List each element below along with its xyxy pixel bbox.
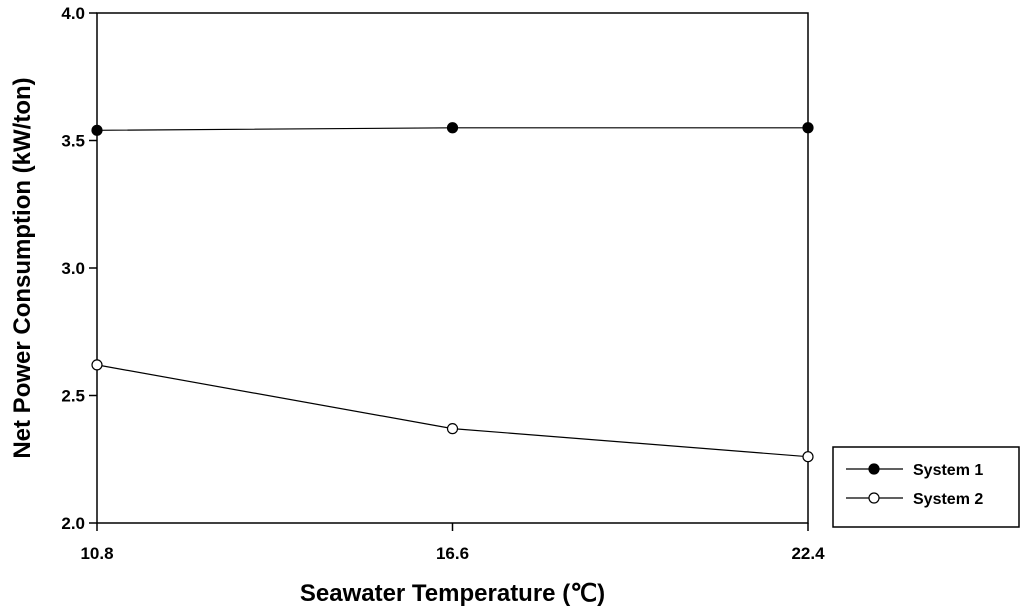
legend: System 1 System 2 bbox=[832, 446, 1020, 528]
x-tick-label: 10.8 bbox=[80, 544, 113, 563]
y-tick-label: 3.5 bbox=[61, 132, 85, 151]
data-point bbox=[446, 423, 459, 435]
y-axis-title: Net Power Consumption (kW/ton) bbox=[9, 77, 36, 458]
series-line bbox=[96, 364, 809, 458]
series-1 bbox=[91, 122, 814, 136]
data-point bbox=[802, 122, 814, 134]
y-tick-label: 2.5 bbox=[61, 387, 85, 406]
axes bbox=[96, 12, 809, 524]
y-tick-label: 2.0 bbox=[61, 514, 85, 533]
x-tick-label: 16.6 bbox=[436, 544, 469, 563]
data-point bbox=[91, 359, 103, 371]
legend-marker bbox=[868, 492, 880, 504]
legend-marker bbox=[868, 463, 880, 475]
series-2 bbox=[91, 359, 814, 463]
legend-label: System 2 bbox=[913, 491, 983, 508]
legend-box bbox=[832, 446, 1020, 528]
ticks: 2.0 2.5 3.0 3.5 4.0 10.8 16.6 22.4 bbox=[61, 4, 825, 563]
data-point bbox=[446, 122, 459, 134]
legend-label: System 1 bbox=[913, 462, 983, 479]
x-axis-title: Seawater Temperature (℃) bbox=[300, 580, 605, 607]
y-tick-label: 4.0 bbox=[61, 4, 85, 23]
legend-entry: System 1 bbox=[846, 462, 983, 479]
series bbox=[91, 122, 814, 463]
data-point bbox=[91, 124, 103, 136]
data-point bbox=[802, 451, 814, 463]
plot-area-frame bbox=[96, 12, 809, 524]
x-tick-label: 22.4 bbox=[791, 544, 825, 563]
y-tick-label: 3.0 bbox=[61, 259, 85, 278]
legend-entry: System 2 bbox=[846, 491, 983, 508]
